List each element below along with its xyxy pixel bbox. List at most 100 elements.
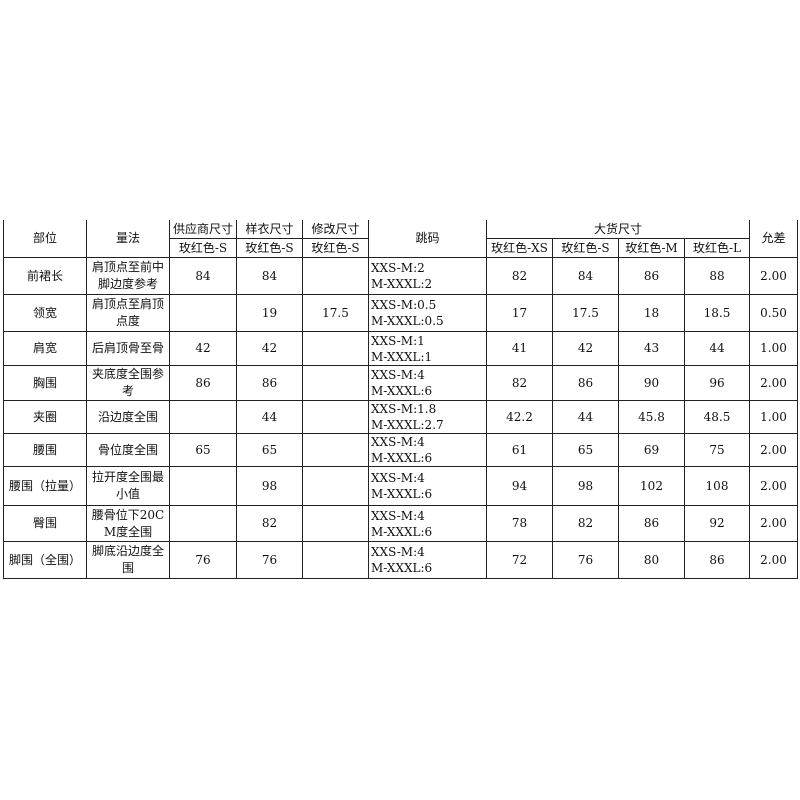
table-row: 腰围 骨位度全围 65 65 XXS-M:4 M-XXXL:6 61 65 69 75 2.00 xyxy=(3,433,799,467)
cell-supplier xyxy=(169,466,237,506)
cell-xs: 17 xyxy=(486,294,553,332)
cell-method: 肩顶点至肩顶点度 xyxy=(86,294,170,332)
cell-supplier: 86 xyxy=(169,365,237,401)
cell-sample: 42 xyxy=(236,331,303,366)
cell-part: 胸围 xyxy=(3,365,87,401)
cell-s: 65 xyxy=(552,433,619,467)
cell-m: 90 xyxy=(618,365,685,401)
cell-xs: 82 xyxy=(486,365,553,401)
cell-s: 44 xyxy=(552,400,619,434)
cell-supplier xyxy=(169,505,237,542)
cell-xs: 72 xyxy=(486,541,553,579)
cell-tol: 2.00 xyxy=(749,433,799,467)
cell-m: 18 xyxy=(618,294,685,332)
cell-revised xyxy=(302,433,369,467)
table-row: 臀围 腰骨位下20CM度全围 82 XXS-M:4 M-XXXL:6 78 82 86 92 2… xyxy=(3,505,799,542)
cell-grading: XXS-M:4 M-XXXL:6 xyxy=(368,466,487,506)
size-spec-table: 部位 量法 供应商尺寸 样衣尺寸 修改尺寸 跳码 大货尺寸 允差 玫红色-S 玫… xyxy=(3,220,799,579)
cell-tol: 1.00 xyxy=(749,400,799,434)
cell-method: 沿边度全围 xyxy=(86,400,170,434)
table-row: 领宽 肩顶点至肩顶点度 19 17.5 XXS-M:0.5 M-XXXL:0.5 17 17… xyxy=(3,294,799,332)
cell-s: 42 xyxy=(552,331,619,366)
cell-method: 夹底度全围参考 xyxy=(86,365,170,401)
cell-part: 腰围 xyxy=(3,433,87,467)
cell-grading: XXS-M:2 M-XXXL:2 xyxy=(368,257,487,295)
cell-s: 17.5 xyxy=(552,294,619,332)
cell-tol: 1.00 xyxy=(749,331,799,366)
cell-l: 48.5 xyxy=(683,400,751,434)
cell-l: 75 xyxy=(683,433,751,467)
cell-method: 腰骨位下20CM度全围 xyxy=(86,505,170,542)
cell-xs: 94 xyxy=(486,466,553,506)
cell-revised xyxy=(302,331,369,366)
cell-sample: 76 xyxy=(236,541,303,579)
cell-xs: 82 xyxy=(486,257,553,295)
cell-supplier xyxy=(169,294,237,332)
cell-s: 98 xyxy=(552,466,619,506)
cell-sample: 65 xyxy=(236,433,303,467)
cell-s: 86 xyxy=(552,365,619,401)
cell-m: 45.8 xyxy=(618,400,685,434)
cell-revised: 17.5 xyxy=(302,294,369,332)
cell-method: 肩顶点至前中脚边度参考 xyxy=(86,257,170,295)
sub-m: 玫红色-M xyxy=(618,238,685,258)
sub-revised: 玫红色-S xyxy=(302,238,369,258)
cell-tol: 0.50 xyxy=(749,294,799,332)
cell-grading: XXS-M:4 M-XXXL:6 xyxy=(368,433,487,467)
cell-l: 92 xyxy=(683,505,751,542)
cell-revised xyxy=(302,400,369,434)
cell-sample: 98 xyxy=(236,466,303,506)
cell-tol: 2.00 xyxy=(749,466,799,506)
cell-m: 86 xyxy=(618,257,685,295)
cell-supplier: 65 xyxy=(169,433,237,467)
table-row: 胸围 夹底度全围参考 86 86 XXS-M:4 M-XXXL:6 82 86 90 96 2.0… xyxy=(3,365,799,401)
cell-m: 69 xyxy=(618,433,685,467)
cell-sample: 86 xyxy=(236,365,303,401)
subheader-row: 玫红色-S 玫红色-S 玫红色-S 玫红色-XS 玫红色-S 玫红色-M 玫红色… xyxy=(4,238,798,258)
cell-tol: 2.00 xyxy=(749,505,799,542)
header-tolerance: 允差 xyxy=(749,220,799,258)
cell-m: 102 xyxy=(618,466,685,506)
cell-tol: 2.00 xyxy=(749,541,799,579)
cell-part: 领宽 xyxy=(3,294,87,332)
cell-grading: XXS-M:0.5 M-XXXL:0.5 xyxy=(368,294,487,332)
cell-xs: 41 xyxy=(486,331,553,366)
cell-tol: 2.00 xyxy=(749,365,799,401)
cell-sample: 82 xyxy=(236,505,303,542)
cell-l: 108 xyxy=(683,466,751,506)
cell-grading: XXS-M:4 M-XXXL:6 xyxy=(368,365,487,401)
cell-sample: 44 xyxy=(236,400,303,434)
cell-grading: XXS-M:1 M-XXXL:1 xyxy=(368,331,487,366)
cell-xs: 78 xyxy=(486,505,553,542)
cell-revised xyxy=(302,257,369,295)
cell-grading: XXS-M:4 M-XXXL:6 xyxy=(368,541,487,579)
header-sample: 样衣尺寸 xyxy=(236,220,303,239)
cell-revised xyxy=(302,466,369,506)
sub-xs: 玫红色-XS xyxy=(486,238,553,258)
cell-supplier xyxy=(169,400,237,434)
cell-tol: 2.00 xyxy=(749,257,799,295)
header-supplier: 供应商尺寸 xyxy=(169,220,237,239)
sub-s: 玫红色-S xyxy=(552,238,619,258)
cell-xs: 42.2 xyxy=(486,400,553,434)
cell-method: 脚底沿边度全围 xyxy=(86,541,170,579)
cell-s: 82 xyxy=(552,505,619,542)
cell-l: 86 xyxy=(683,541,751,579)
header-row: 部位 量法 供应商尺寸 样衣尺寸 修改尺寸 跳码 大货尺寸 允差 xyxy=(3,220,799,258)
cell-part: 腰围（拉量） xyxy=(3,466,87,506)
header-bulk: 大货尺寸 xyxy=(485,220,751,239)
cell-method: 拉开度全围最小值 xyxy=(86,466,170,506)
cell-revised xyxy=(302,541,369,579)
cell-revised xyxy=(302,365,369,401)
cell-supplier: 42 xyxy=(169,331,237,366)
cell-part: 夹圈 xyxy=(3,400,87,434)
cell-part: 前裙长 xyxy=(3,257,87,295)
cell-l: 44 xyxy=(683,331,751,366)
sub-sample: 玫红色-S xyxy=(236,238,303,258)
cell-l: 18.5 xyxy=(683,294,751,332)
cell-sample: 19 xyxy=(236,294,303,332)
cell-part: 肩宽 xyxy=(3,331,87,366)
cell-grading: XXS-M:4 M-XXXL:6 xyxy=(368,505,487,542)
cell-grading: XXS-M:1.8 M-XXXL:2.7 xyxy=(368,400,487,434)
cell-m: 86 xyxy=(618,505,685,542)
